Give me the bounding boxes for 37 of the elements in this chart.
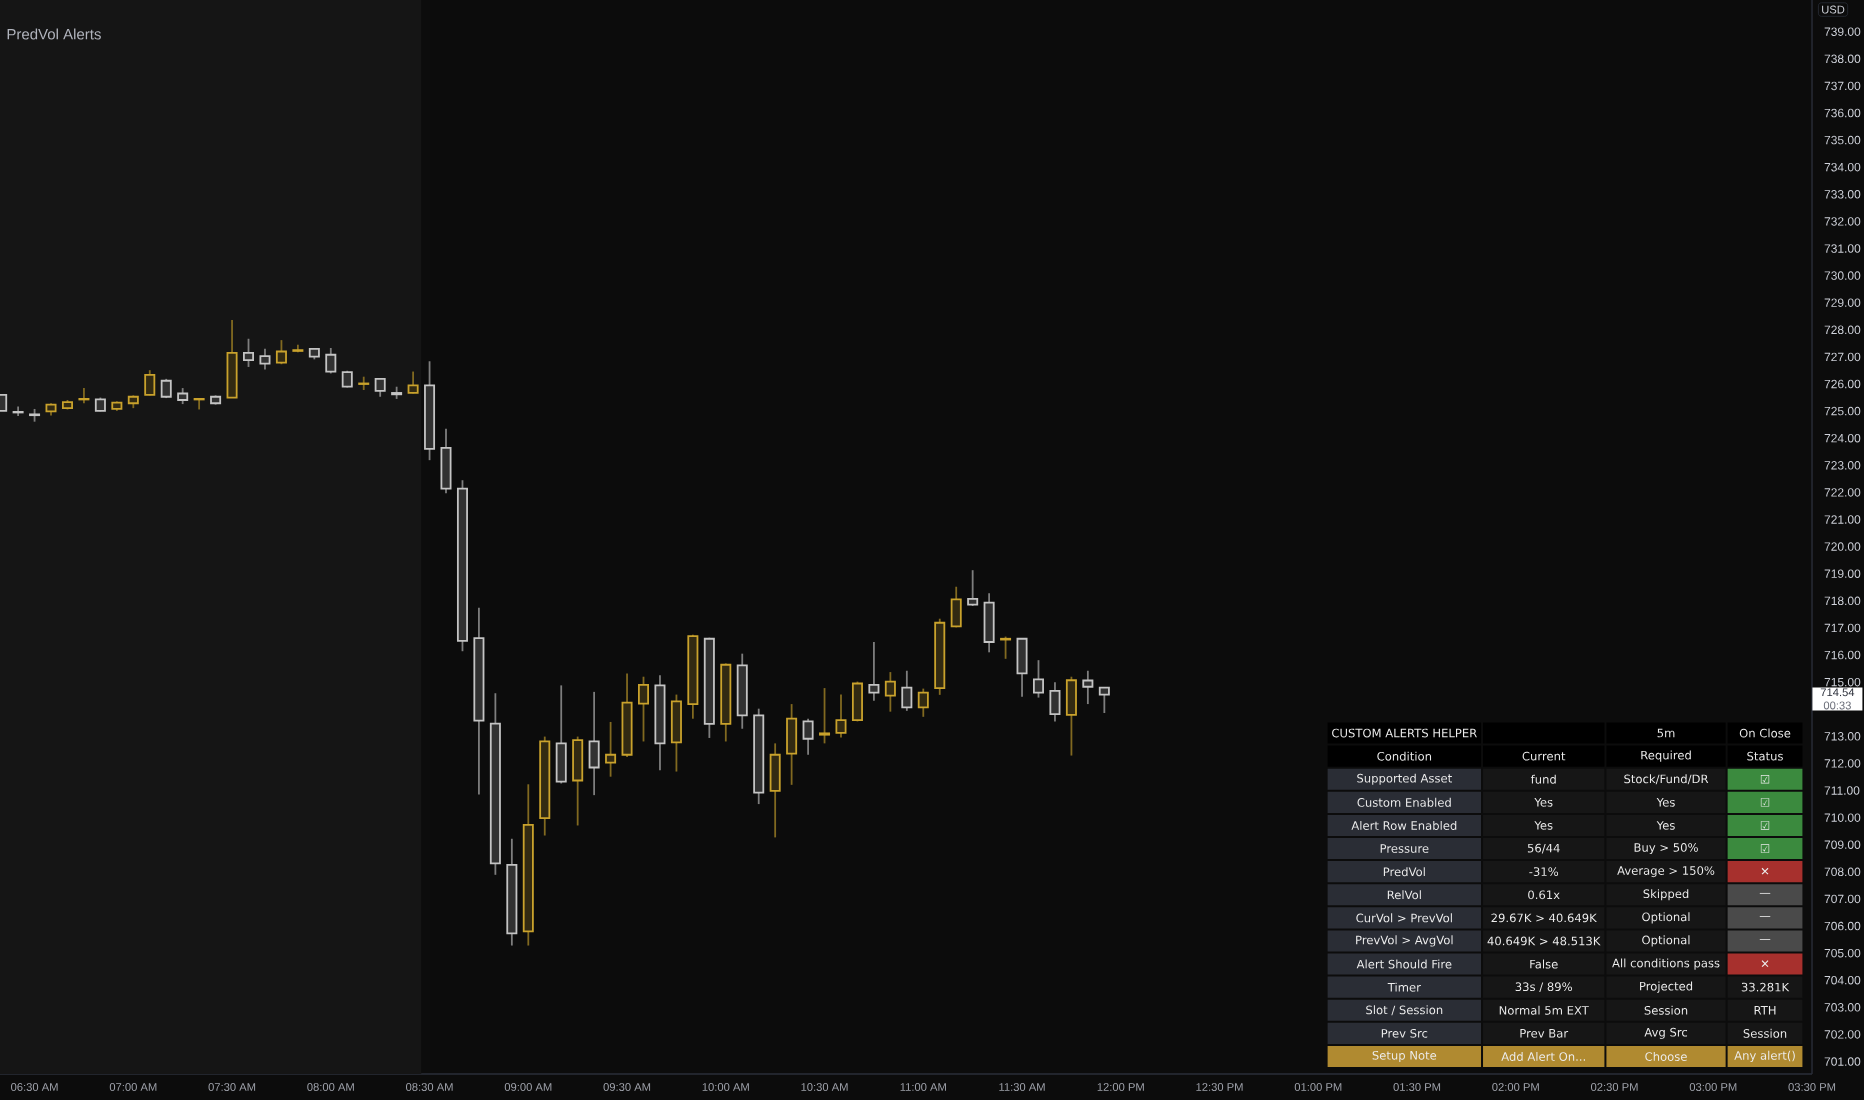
candlestick	[259, 347, 271, 371]
candlestick	[407, 370, 419, 395]
candlestick	[802, 717, 814, 756]
candlestick	[670, 693, 682, 773]
candlestick	[967, 569, 979, 607]
candlestick	[835, 693, 847, 739]
candlestick	[983, 592, 995, 654]
candlestick	[917, 687, 929, 718]
candlestick	[950, 585, 962, 629]
candlestick	[605, 721, 617, 778]
candlestick	[1032, 659, 1044, 699]
candlestick	[193, 397, 205, 411]
candlestick	[588, 690, 600, 797]
candlestick	[275, 339, 287, 366]
candlestick	[901, 669, 913, 712]
candlestick	[440, 427, 452, 495]
candlestick	[226, 319, 238, 399]
candlestick	[78, 387, 90, 405]
candlestick	[1098, 686, 1110, 714]
candlestick	[884, 671, 896, 713]
candlestick	[1065, 675, 1077, 757]
candlestick	[868, 641, 880, 702]
candlestick	[325, 347, 337, 375]
candlestick	[358, 375, 370, 391]
candlestick	[851, 680, 863, 723]
candlestick	[144, 369, 156, 397]
candlestick	[819, 687, 831, 745]
candlestick	[1082, 669, 1094, 705]
candlestick	[243, 337, 255, 368]
candlestick	[769, 742, 781, 839]
candlestick	[786, 703, 798, 786]
candlestick	[638, 675, 649, 743]
candlestick	[555, 684, 567, 785]
candlestick	[572, 735, 584, 827]
candlestick	[374, 377, 386, 398]
candlestick	[1049, 681, 1061, 723]
candlestick	[1016, 637, 1028, 698]
